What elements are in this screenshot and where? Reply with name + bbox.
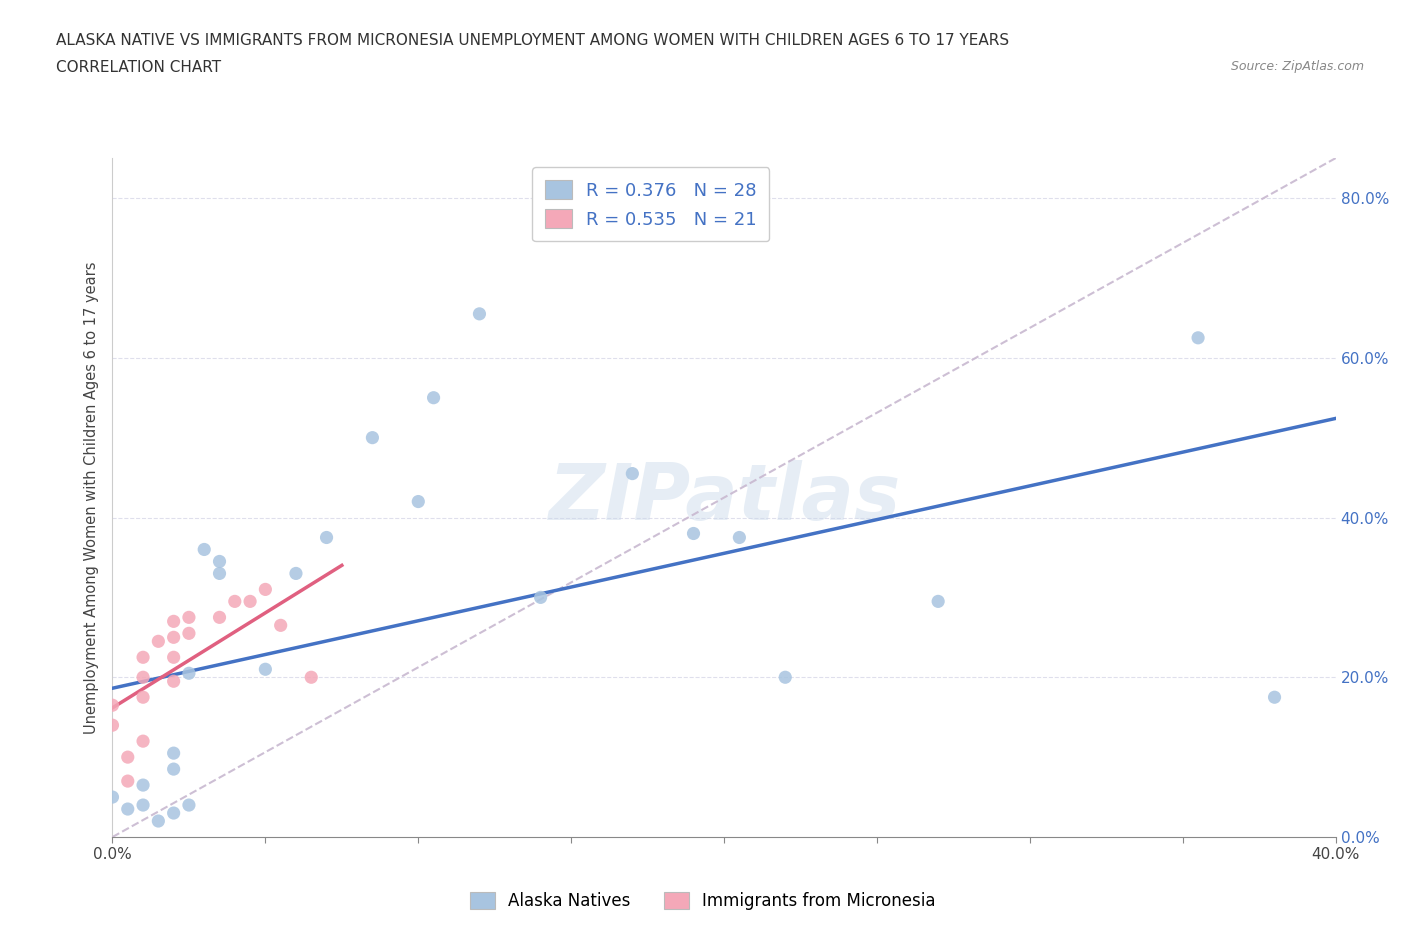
Point <box>315 530 337 545</box>
Point <box>468 306 491 321</box>
Text: Source: ZipAtlas.com: Source: ZipAtlas.com <box>1230 60 1364 73</box>
Point <box>208 554 231 569</box>
Legend: R = 0.376   N = 28, R = 0.535   N = 21: R = 0.376 N = 28, R = 0.535 N = 21 <box>531 167 769 241</box>
Point <box>163 762 186 777</box>
Point <box>163 805 186 820</box>
Point <box>163 614 186 629</box>
Text: CORRELATION CHART: CORRELATION CHART <box>56 60 221 75</box>
Point <box>163 674 186 689</box>
Point <box>163 746 186 761</box>
Point <box>270 618 292 632</box>
Point <box>1187 330 1209 345</box>
Point <box>224 594 246 609</box>
Point <box>117 802 139 817</box>
Point <box>132 690 155 705</box>
Text: ZIPatlas: ZIPatlas <box>548 459 900 536</box>
Point <box>101 718 124 733</box>
Point <box>1264 690 1286 705</box>
Point <box>775 670 797 684</box>
Point <box>117 750 139 764</box>
Point <box>682 526 704 541</box>
Point <box>284 566 308 581</box>
Point <box>530 590 553 604</box>
Point <box>163 630 186 644</box>
Point <box>408 494 430 509</box>
Point <box>927 594 949 609</box>
Point <box>101 790 124 804</box>
Point <box>193 542 215 557</box>
Point <box>132 734 155 749</box>
Point <box>621 466 644 481</box>
Point <box>117 774 139 789</box>
Point <box>239 594 262 609</box>
Point <box>361 431 384 445</box>
Point <box>132 777 155 792</box>
Point <box>148 814 170 829</box>
Point <box>177 626 200 641</box>
Point <box>422 391 444 405</box>
Y-axis label: Unemployment Among Women with Children Ages 6 to 17 years: Unemployment Among Women with Children A… <box>84 261 100 734</box>
Point <box>208 610 231 625</box>
Point <box>132 650 155 665</box>
Text: ALASKA NATIVE VS IMMIGRANTS FROM MICRONESIA UNEMPLOYMENT AMONG WOMEN WITH CHILDR: ALASKA NATIVE VS IMMIGRANTS FROM MICRONE… <box>56 33 1010 47</box>
Point <box>148 634 170 649</box>
Point <box>132 798 155 813</box>
Point <box>299 670 322 684</box>
Point <box>132 670 155 684</box>
Legend: Alaska Natives, Immigrants from Micronesia: Alaska Natives, Immigrants from Micrones… <box>464 885 942 917</box>
Point <box>254 662 277 677</box>
Point <box>163 650 186 665</box>
Point <box>177 666 200 681</box>
Point <box>254 582 277 597</box>
Point <box>177 798 200 813</box>
Point <box>208 566 231 581</box>
Point <box>101 698 124 712</box>
Point <box>177 610 200 625</box>
Point <box>728 530 751 545</box>
